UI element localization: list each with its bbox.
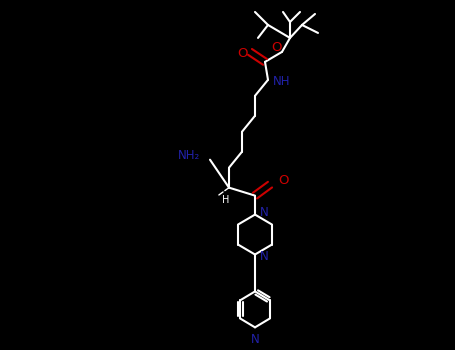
Text: N: N: [260, 250, 269, 263]
Text: NH₂: NH₂: [178, 149, 200, 162]
Text: N: N: [260, 206, 269, 219]
Text: O: O: [278, 174, 288, 187]
Text: O: O: [271, 41, 281, 54]
Text: H: H: [222, 195, 230, 205]
Text: NH: NH: [273, 75, 291, 88]
Text: O: O: [237, 47, 247, 61]
Text: N: N: [251, 333, 259, 346]
